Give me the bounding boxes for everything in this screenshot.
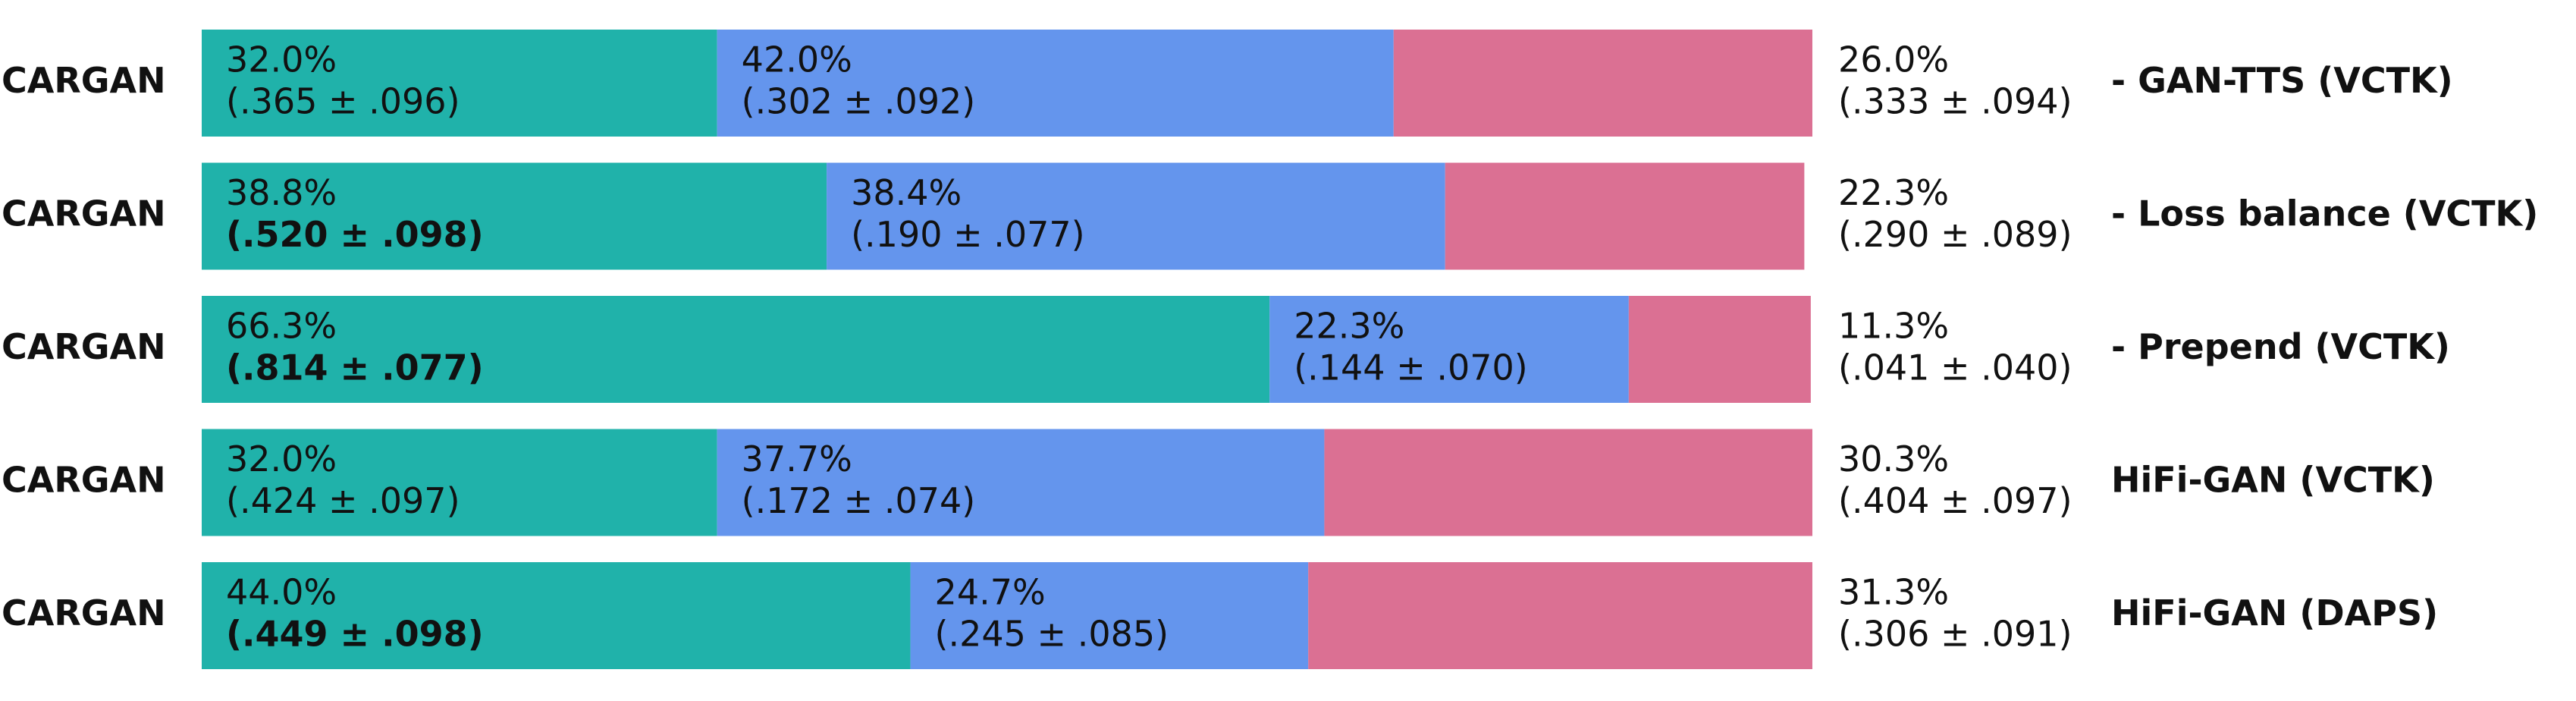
annotation: (.302 ± .092) (742, 81, 976, 122)
bar-segment (202, 296, 1270, 403)
annotation: (.190 ± .077) (851, 214, 1085, 255)
bar-segment (717, 30, 1394, 137)
annotation: (.041 ± .040) (1838, 347, 2072, 388)
value-label: 26.0% (1838, 39, 1949, 80)
bar-segment (202, 30, 717, 137)
annotation: (.290 ± .089) (1838, 214, 2072, 255)
right-label: - Loss balance (VCTK) (2111, 193, 2538, 234)
bar-segment (827, 162, 1445, 270)
row-label: CARGAN (2, 593, 166, 633)
value-label: 44.0% (226, 572, 337, 613)
value-label: 38.8% (226, 172, 337, 213)
value-label: 11.3% (1838, 306, 1949, 347)
value-label: 32.0% (226, 39, 337, 80)
annotation: (.144 ± .070) (1294, 347, 1528, 388)
row-label: CARGAN (2, 460, 166, 501)
value-label: 66.3% (226, 306, 337, 347)
bar-segment (1445, 162, 1805, 270)
value-label: 42.0% (742, 39, 852, 80)
bar-segment (202, 562, 911, 669)
bar-segment (910, 562, 1309, 669)
bar-segment (202, 429, 717, 536)
bar-segment (1324, 429, 1812, 536)
row-label: CARGAN (2, 326, 166, 367)
value-label: 22.3% (1294, 306, 1404, 347)
value-label: 24.7% (935, 572, 1046, 613)
right-label: HiFi-GAN (DAPS) (2111, 593, 2438, 633)
value-label: 38.4% (851, 172, 962, 213)
value-label: 32.0% (226, 439, 337, 479)
annotation: (.449 ± .098) (226, 614, 484, 655)
value-label: 30.3% (1838, 439, 1949, 479)
bar-segment (1308, 562, 1812, 669)
annotation: (.365 ± .096) (226, 81, 460, 122)
value-label: 22.3% (1838, 172, 1949, 213)
annotation: (.245 ± .085) (935, 614, 1169, 655)
bar-segment (202, 162, 827, 270)
right-label: - Prepend (VCTK) (2111, 326, 2450, 367)
row-label: CARGAN (2, 60, 166, 101)
annotation: (.333 ± .094) (1838, 81, 2072, 122)
value-label: 37.7% (742, 439, 852, 479)
row-label: CARGAN (2, 193, 166, 234)
bar-segment (1628, 296, 1811, 403)
annotation: (.424 ± .097) (226, 480, 460, 521)
annotation: (.404 ± .097) (1838, 480, 2072, 521)
bar-segment (717, 429, 1325, 536)
bar-segment (1393, 30, 1812, 137)
annotation: (.306 ± .091) (1838, 614, 2072, 655)
value-label: 31.3% (1838, 572, 1949, 613)
right-label: HiFi-GAN (VCTK) (2111, 460, 2435, 501)
annotation: (.814 ± .077) (226, 347, 484, 388)
bar-segment (1269, 296, 1629, 403)
annotation: (.172 ± .074) (742, 480, 976, 521)
right-label: - GAN-TTS (VCTK) (2111, 60, 2453, 101)
annotation: (.520 ± .098) (226, 214, 484, 255)
